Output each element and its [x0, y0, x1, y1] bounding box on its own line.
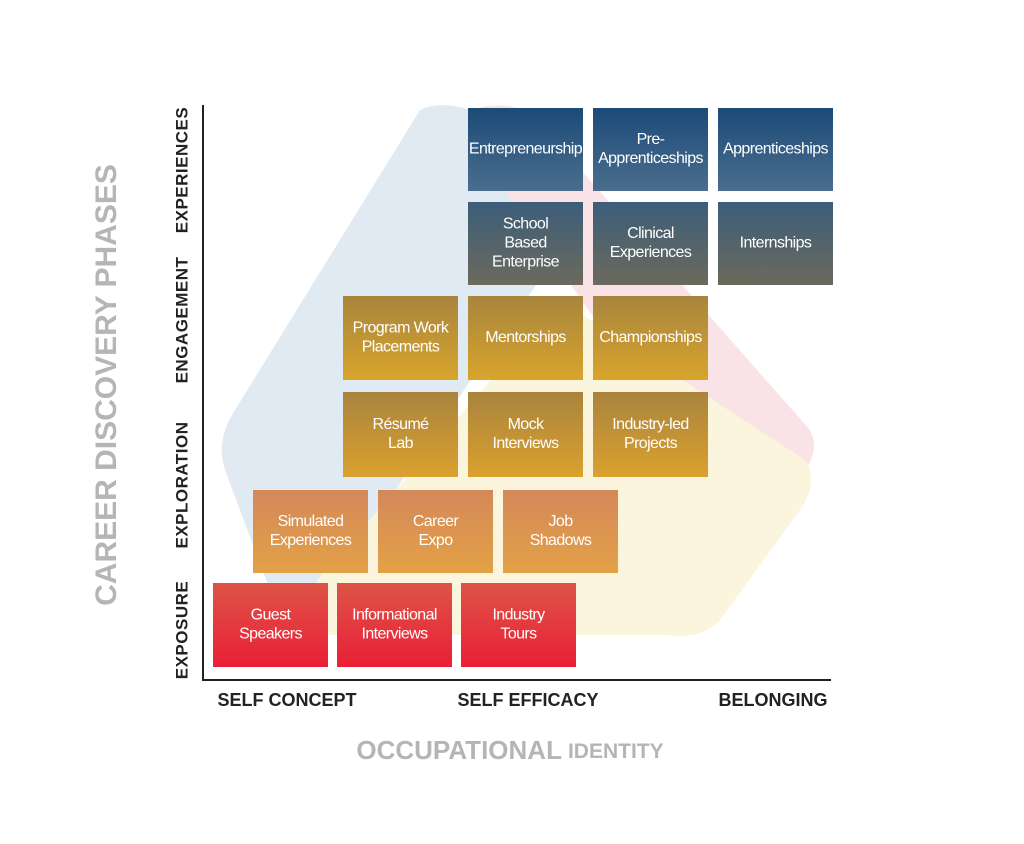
activity-box: School Based Enterprise — [468, 202, 583, 285]
box-rect — [468, 392, 583, 477]
activity-box: Informational Interviews — [337, 583, 452, 667]
activity-box: Apprenticeships — [718, 108, 833, 191]
box-label: Industry — [492, 607, 545, 624]
box-label: Based — [504, 235, 546, 252]
box-label: Speakers — [239, 626, 302, 643]
box-rect — [468, 296, 583, 380]
box-rect — [503, 490, 618, 573]
box-label: Mock — [508, 416, 545, 433]
activity-box: Mentorships — [468, 296, 583, 380]
box-label: Shadows — [530, 532, 592, 549]
box-rect — [213, 583, 328, 667]
box-rect — [468, 202, 583, 285]
x-axis-title: OCCUPATIONAL IDENTITY — [356, 735, 663, 765]
box-rect — [718, 202, 833, 285]
box-label: Interviews — [492, 435, 559, 452]
box-label: Clinical — [627, 225, 674, 242]
phase-label: ENGAGEMENT — [172, 256, 191, 383]
box-label: Championships — [599, 329, 702, 346]
activity-box: Industry Tours — [461, 583, 576, 667]
box-label: Career — [413, 513, 460, 530]
box-label: Apprenticeships — [723, 141, 828, 158]
box-label: Lab — [388, 435, 414, 452]
box-label: Placements — [362, 339, 440, 356]
activity-box: Program Work Placements — [343, 296, 458, 380]
box-label: Experiences — [270, 532, 352, 549]
activity-box: Mock Interviews — [468, 392, 583, 477]
box-label: Résumé — [373, 416, 430, 433]
box-label: Program Work — [353, 320, 450, 337]
phase-label: EXPERIENCES — [172, 107, 191, 233]
activity-box: Simulated Experiences — [253, 490, 368, 573]
box-rect — [461, 583, 576, 667]
box-label: Internships — [740, 235, 812, 252]
activity-box: Pre- Apprenticeships — [593, 108, 708, 191]
box-rect — [593, 108, 708, 191]
box-label: Projects — [624, 435, 678, 452]
activity-box: Entrepreneurship — [468, 108, 583, 191]
box-label: Interviews — [361, 626, 428, 643]
phase-label: EXPLORATION — [172, 421, 191, 548]
box-label: Job — [549, 513, 574, 530]
phase-label: EXPOSURE — [172, 581, 191, 679]
activity-box: Guest Speakers — [213, 583, 328, 667]
box-label: Enterprise — [492, 254, 560, 271]
activity-box: Internships — [718, 202, 833, 285]
box-label: Experiences — [610, 244, 692, 261]
box-rect — [468, 108, 583, 191]
box-label: Entrepreneurship — [469, 141, 583, 158]
box-rect — [593, 296, 708, 380]
stage-label: BELONGING — [718, 690, 827, 710]
box-label: Apprenticeships — [598, 150, 703, 167]
box-label: School — [503, 216, 548, 233]
box-label: Pre- — [637, 131, 665, 148]
activity-box: Career Expo — [378, 490, 493, 573]
box-rect — [337, 583, 452, 667]
box-label: Tours — [500, 626, 537, 643]
stage-label: SELF EFFICACY — [457, 690, 598, 710]
y-axis-title: CAREER DISCOVERY PHASES — [90, 164, 123, 606]
box-label: Industry-led — [612, 416, 688, 433]
box-rect — [593, 202, 708, 285]
activity-box: Résumé Lab — [343, 392, 458, 477]
activity-box: Clinical Experiences — [593, 202, 708, 285]
box-rect — [343, 296, 458, 380]
box-label: Guest — [251, 607, 292, 624]
x-axis-title-suffix: IDENTITY — [568, 740, 664, 763]
stage-label: SELF CONCEPT — [217, 690, 356, 710]
box-label: Simulated — [278, 513, 344, 530]
box-label: Informational — [352, 607, 437, 624]
box-rect — [378, 490, 493, 573]
x-axis-title-main: OCCUPATIONAL — [356, 735, 562, 765]
box-rect — [718, 108, 833, 191]
box-rect — [593, 392, 708, 477]
box-rect — [253, 490, 368, 573]
activity-box: Job Shadows — [503, 490, 618, 573]
box-label: Mentorships — [485, 329, 566, 346]
activity-box: Industry-led Projects — [593, 392, 708, 477]
activity-box: Championships — [593, 296, 708, 380]
box-label: Expo — [418, 532, 453, 549]
box-rect — [343, 392, 458, 477]
